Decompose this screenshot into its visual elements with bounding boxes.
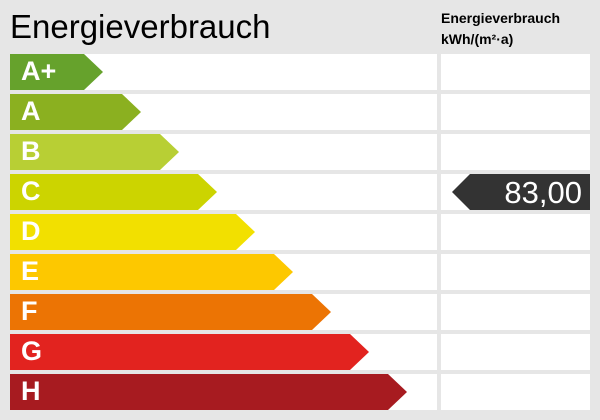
energy-class-label: B bbox=[21, 136, 41, 166]
value-indicator: 83,00 bbox=[452, 174, 590, 210]
energy-class-row: E bbox=[10, 254, 437, 290]
unit-label: Energieverbrauch bbox=[441, 10, 561, 26]
energy-class-row: A bbox=[10, 94, 437, 130]
energy-class-arrow: A+ bbox=[10, 54, 103, 90]
value-cell bbox=[441, 374, 590, 410]
energy-class-arrow: E bbox=[10, 254, 293, 290]
energy-class-arrow: D bbox=[10, 214, 255, 250]
energy-class-row: H bbox=[10, 374, 437, 410]
energy-class-label: E bbox=[21, 256, 40, 286]
energy-class-arrow: B bbox=[10, 134, 179, 170]
value-cell bbox=[441, 254, 590, 290]
energy-class-label: C bbox=[21, 176, 41, 206]
energy-class-arrow: H bbox=[10, 374, 407, 410]
page-title: Energieverbrauch bbox=[10, 8, 271, 45]
energy-class-row: B bbox=[10, 134, 437, 170]
value-cell bbox=[441, 134, 590, 170]
energy-class-label: F bbox=[21, 296, 38, 326]
value-cell bbox=[441, 54, 590, 90]
energy-class-row: D bbox=[10, 214, 437, 250]
energy-class-label: G bbox=[21, 336, 43, 366]
energy-class-row: F bbox=[10, 294, 437, 330]
energy-class-row: A+ bbox=[10, 54, 437, 90]
energy-class-label: A bbox=[21, 96, 41, 126]
energy-class-arrow: G bbox=[10, 334, 369, 370]
energy-class-label: A+ bbox=[21, 56, 57, 86]
energy-value: 83,00 bbox=[504, 175, 582, 210]
value-cell bbox=[441, 334, 590, 370]
unit-header: Energieverbrauch kWh/(m²·a) bbox=[441, 8, 560, 50]
energy-class-row: G bbox=[10, 334, 437, 370]
value-cell bbox=[441, 294, 590, 330]
value-cell bbox=[441, 214, 590, 250]
energy-class-arrow: A bbox=[10, 94, 141, 130]
energy-class-arrow: C bbox=[10, 174, 217, 210]
energy-class-arrow: F bbox=[10, 294, 331, 330]
energy-class-label: D bbox=[21, 216, 41, 246]
unit-value: kWh/(m²·a) bbox=[441, 31, 514, 47]
energy-class-row: C bbox=[10, 174, 437, 210]
value-cell bbox=[441, 94, 590, 130]
energy-class-label: H bbox=[21, 376, 41, 406]
